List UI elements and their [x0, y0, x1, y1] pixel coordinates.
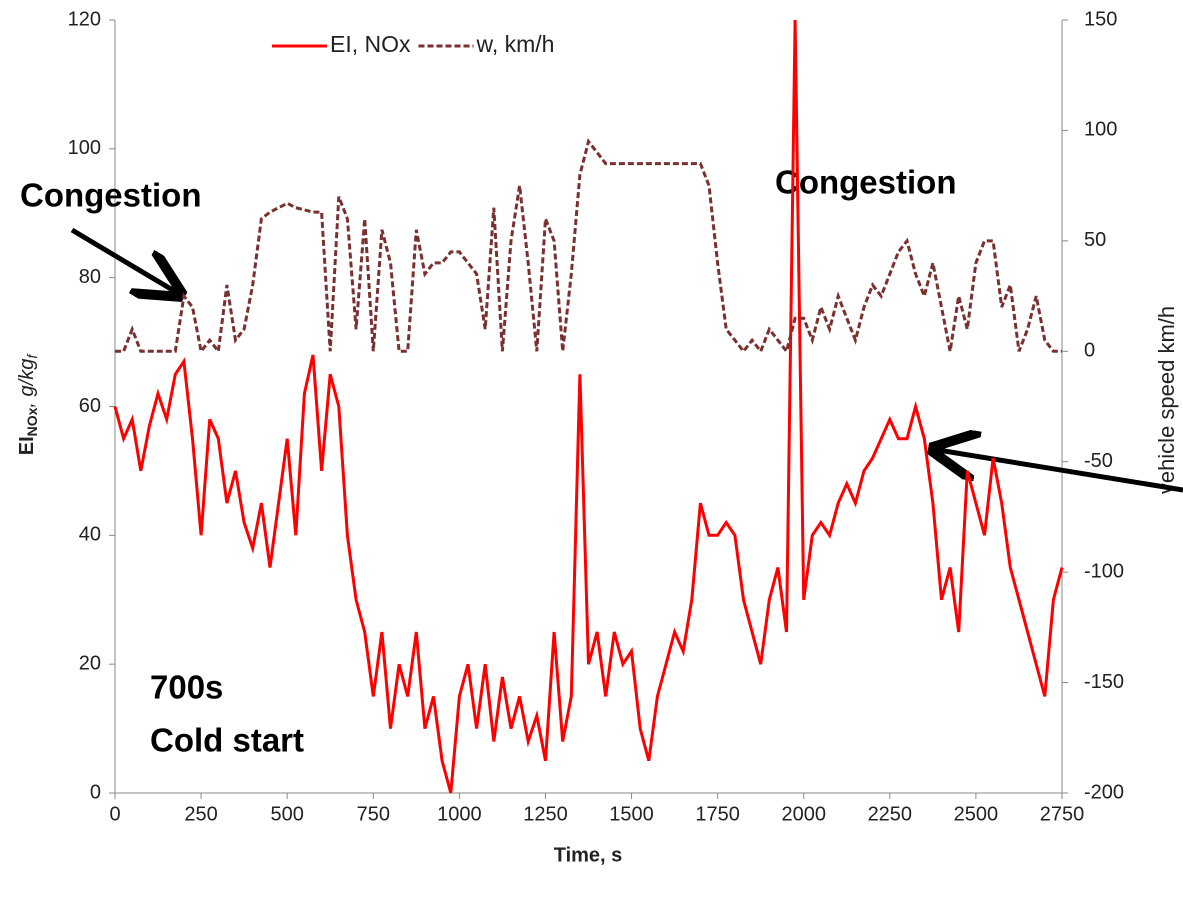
y-tick-label: 40 [79, 524, 101, 546]
x-tick-label: 1750 [695, 803, 740, 825]
x-tick-label: 0 [109, 803, 120, 825]
x-tick-label: 2250 [868, 803, 913, 825]
y2-tick-label: -200 [1084, 781, 1124, 803]
y-label-part: , g/kg [16, 359, 38, 408]
y-label: EINOx, g/kgf [16, 353, 39, 456]
y-tick-label: 120 [68, 8, 101, 30]
y2-tick-label: 0 [1084, 340, 1095, 362]
x-tick-label: 750 [357, 803, 390, 825]
y2-tick-label: -150 [1084, 671, 1124, 693]
y-tick-label: 80 [79, 266, 101, 288]
y-label-sub: NOx [24, 407, 40, 436]
x-tick-label: 250 [184, 803, 217, 825]
x-label: Time, s [554, 844, 623, 866]
x-tick-label: 2000 [781, 803, 826, 825]
x-tick-label: 1500 [609, 803, 654, 825]
y2-tick-label: 100 [1084, 119, 1117, 141]
series-line [113, 19, 1064, 794]
y-label-sub: f [24, 353, 40, 359]
y2-tick-label: 50 [1084, 229, 1106, 251]
y2-tick-label: -50 [1084, 450, 1113, 472]
y-label-part: EI [16, 436, 38, 455]
x-tick-label: 1000 [437, 803, 482, 825]
y-tick-label: 60 [79, 395, 101, 417]
annotation: Cold start [150, 722, 304, 759]
annotation: Congestion [775, 164, 956, 201]
annotation: 700s [150, 669, 223, 706]
arrow [70, 227, 176, 292]
series-line [115, 138, 1062, 356]
arrow [938, 450, 1183, 493]
legend-label: EI, NOx [330, 31, 411, 57]
legend-label: w, km/h [476, 31, 555, 57]
annotation: Congestion [20, 177, 201, 214]
x-tick-label: 2500 [954, 803, 999, 825]
y-tick-label: 100 [68, 137, 101, 159]
y2-label: vehicle speed km/h [1154, 306, 1179, 494]
y-tick-label: 20 [79, 652, 101, 674]
x-tick-label: 500 [270, 803, 303, 825]
y-tick-label: 0 [90, 781, 101, 803]
y2-tick-label: -100 [1084, 560, 1124, 582]
x-tick-label: 2750 [1040, 803, 1085, 825]
y2-tick-label: 150 [1084, 8, 1117, 30]
x-tick-label: 1250 [523, 803, 568, 825]
